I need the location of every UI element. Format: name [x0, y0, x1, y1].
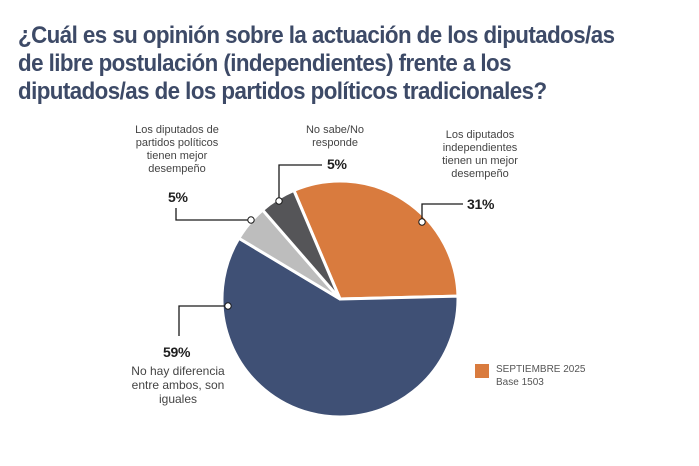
pie-slice-independientes [292, 179, 460, 301]
dot-partidos [247, 216, 255, 224]
value-label-nosabe: 5% [327, 156, 347, 172]
label-nosabe: No sabe/No responde [292, 124, 378, 150]
label-line: desempeño [451, 168, 509, 180]
label-independientes: Los diputados independientes tienen un m… [430, 129, 530, 181]
title-line: ¿Cuál es su opinión sobre la actuación d… [18, 22, 615, 49]
value-label-independientes: 31% [467, 196, 495, 212]
label-line: tienen mejor [146, 150, 208, 162]
label-line: entre ambos, son [131, 378, 225, 392]
connector-independientes [421, 203, 463, 222]
connector-partidos [175, 208, 251, 221]
label-line: No hay diferencia [131, 364, 225, 378]
dot-nosabe [275, 197, 283, 205]
connector-dots [224, 197, 426, 310]
value-label-iguales: 59% [163, 344, 191, 360]
label-line: partidos políticos [135, 137, 219, 149]
label-iguales: No hay diferencia entre ambos, son igual… [120, 364, 236, 406]
label-partidos: Los diputados de partidos políticos tien… [118, 124, 236, 176]
legend-series-label: SEPTIEMBRE 2025 [496, 364, 586, 375]
legend-swatch [475, 364, 489, 378]
label-line: desempeño [148, 163, 206, 175]
connectors [175, 164, 463, 336]
title-line: diputados/as de los partidos políticos t… [18, 78, 547, 105]
dot-iguales [224, 302, 232, 310]
title-line: de libre postulación (independientes) fr… [18, 50, 512, 77]
label-line: tienen un mejor [442, 155, 518, 167]
value-label-partidos: 5% [168, 189, 188, 205]
legend-base-note: Base 1503 [496, 377, 544, 388]
label-line: Los diputados de [135, 124, 219, 136]
chart-title: ¿Cuál es su opinión sobre la actuación d… [18, 22, 650, 106]
connector-iguales [178, 305, 228, 336]
label-line: iguales [158, 392, 198, 406]
label-line: independientes [442, 142, 518, 154]
pie-slices [220, 179, 460, 419]
label-line: Los diputados [445, 129, 515, 141]
pie-slice-iguales [220, 236, 460, 419]
dot-independientes [418, 218, 426, 226]
label-line: responde [312, 137, 358, 149]
connector-nosabe [278, 164, 322, 201]
label-line: No sabe/No [305, 124, 365, 136]
